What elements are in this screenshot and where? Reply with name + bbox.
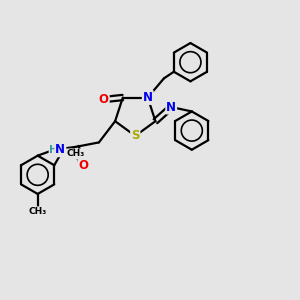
Text: N: N bbox=[55, 143, 65, 156]
Text: S: S bbox=[131, 129, 140, 142]
Text: O: O bbox=[99, 93, 109, 106]
Text: CH₃: CH₃ bbox=[66, 149, 84, 158]
Text: N: N bbox=[143, 91, 153, 104]
Text: H: H bbox=[50, 145, 58, 155]
Text: N: N bbox=[166, 100, 176, 113]
Text: CH₃: CH₃ bbox=[28, 207, 47, 216]
Text: O: O bbox=[78, 160, 88, 172]
